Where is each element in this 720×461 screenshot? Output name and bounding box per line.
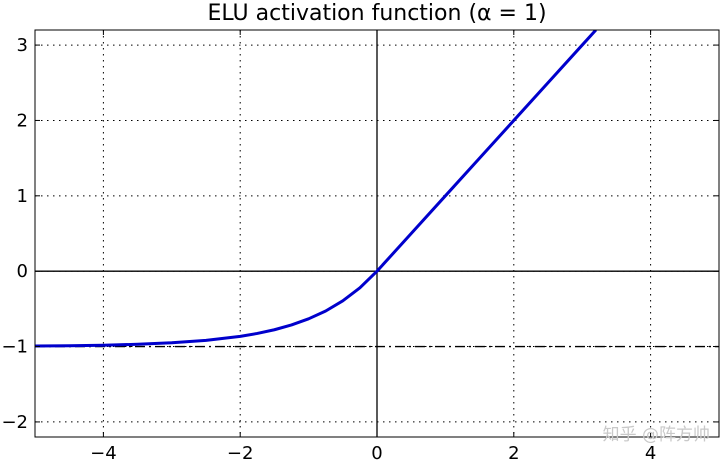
x-tick-label: −4 bbox=[90, 443, 117, 461]
elu-curve bbox=[35, 30, 597, 348]
x-tick-labels: −4 −2 0 2 4 bbox=[90, 443, 656, 461]
y-tick-label: 0 bbox=[17, 261, 28, 282]
x-tick-label: 0 bbox=[371, 443, 382, 461]
ticks bbox=[35, 30, 719, 437]
watermark: 知乎 @阵方帅 bbox=[603, 425, 710, 445]
x-tick-label: 4 bbox=[645, 443, 656, 461]
y-tick-label: −2 bbox=[1, 412, 28, 433]
y-tick-labels: −2 −1 0 1 2 3 bbox=[1, 35, 28, 433]
y-tick-label: 3 bbox=[17, 35, 28, 56]
reference-lines bbox=[35, 30, 719, 437]
y-tick-label: −1 bbox=[1, 337, 28, 358]
x-tick-label: −2 bbox=[227, 443, 254, 461]
chart-title: ELU activation function (α = 1) bbox=[207, 1, 546, 26]
x-tick-label: 2 bbox=[508, 443, 519, 461]
y-tick-label: 1 bbox=[17, 186, 28, 207]
series-layer bbox=[35, 30, 597, 348]
y-tick-label: 2 bbox=[17, 110, 28, 131]
